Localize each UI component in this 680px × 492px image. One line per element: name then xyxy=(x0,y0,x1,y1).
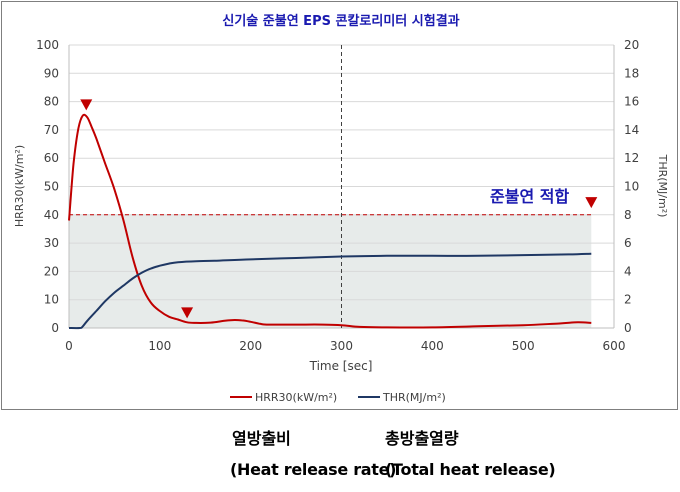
y-tick-label-left: 10 xyxy=(44,293,59,307)
y-tick-label-left: 30 xyxy=(44,236,59,250)
y-tick-label-right: 18 xyxy=(624,66,639,80)
caption-thr-english: (Total heat release) xyxy=(385,460,556,479)
x-tick-label: 500 xyxy=(512,339,535,353)
criterion-label: 준불연 적합 xyxy=(490,187,569,206)
chart-svg: 신기술 준불연 EPS 콘칼로리미터 시험결과 0102030405060708… xyxy=(13,13,669,404)
plot-layer: 0102030405060708090100024681012141618200… xyxy=(36,38,639,353)
x-tick-label: 0 xyxy=(65,339,73,353)
x-tick-label: 600 xyxy=(603,339,626,353)
y-tick-label-left: 60 xyxy=(44,151,59,165)
series-line-hrr xyxy=(68,113,592,329)
y-tick-label-left: 0 xyxy=(51,321,59,335)
y-tick-label-right: 8 xyxy=(624,208,632,222)
x-axis-label: Time [sec] xyxy=(309,359,373,373)
y-tick-label-left: 80 xyxy=(44,95,59,109)
chart-frame: 신기술 준불연 EPS 콘칼로리미터 시험결과 0 10 20 30 40 50 60 70 8… xyxy=(1,1,678,410)
legend-label-hrr: HRR30(kW/m²) xyxy=(255,391,337,404)
y-tick-label-right: 4 xyxy=(624,264,632,278)
y-axis-label-left: HRR30(kW/m²) xyxy=(13,145,26,227)
peak-marker-triangle xyxy=(80,99,93,111)
y-tick-label-right: 16 xyxy=(624,95,639,109)
y-tick-label-left: 70 xyxy=(44,123,59,137)
y-tick-label-right: 20 xyxy=(624,38,639,52)
y-tick-label-right: 2 xyxy=(624,293,632,307)
x-tick-label: 100 xyxy=(148,339,171,353)
y-tick-label-left: 20 xyxy=(44,264,59,278)
chart-title: 신기술 준불연 EPS 콘칼로리미터 시험결과 xyxy=(222,13,459,29)
y-axis-label-right: THR(MJ/m²) xyxy=(656,154,669,218)
y-tick-label-left: 50 xyxy=(44,180,59,194)
legend-label-thr: THR(MJ/m²) xyxy=(382,391,446,404)
y-tick-label-right: 12 xyxy=(624,151,639,165)
caption-thr-korean: 총방출열량 xyxy=(385,429,459,448)
y-tick-label-right: 6 xyxy=(624,236,632,250)
y-tick-label-left: 40 xyxy=(44,208,59,222)
y-tick-label-right: 10 xyxy=(624,180,639,194)
legend: HRR30(kW/m²) THR(MJ/m²) xyxy=(230,391,446,404)
y-tick-label-left: 90 xyxy=(44,66,59,80)
series-line-thr xyxy=(68,252,592,330)
x-tick-label: 300 xyxy=(330,339,353,353)
x-tick-label: 400 xyxy=(421,339,444,353)
peak-marker-triangle xyxy=(585,197,598,209)
x-tick-label: 200 xyxy=(239,339,262,353)
y-tick-label-right: 0 xyxy=(624,321,632,335)
caption-hrr-english: (Heat release rate) xyxy=(230,460,397,479)
y-tick-label-left: 100 xyxy=(36,38,59,52)
caption-hrr-korean: 열방출비 xyxy=(232,429,291,448)
peak-marker-triangle xyxy=(181,307,194,319)
y-tick-label-right: 14 xyxy=(624,123,639,137)
